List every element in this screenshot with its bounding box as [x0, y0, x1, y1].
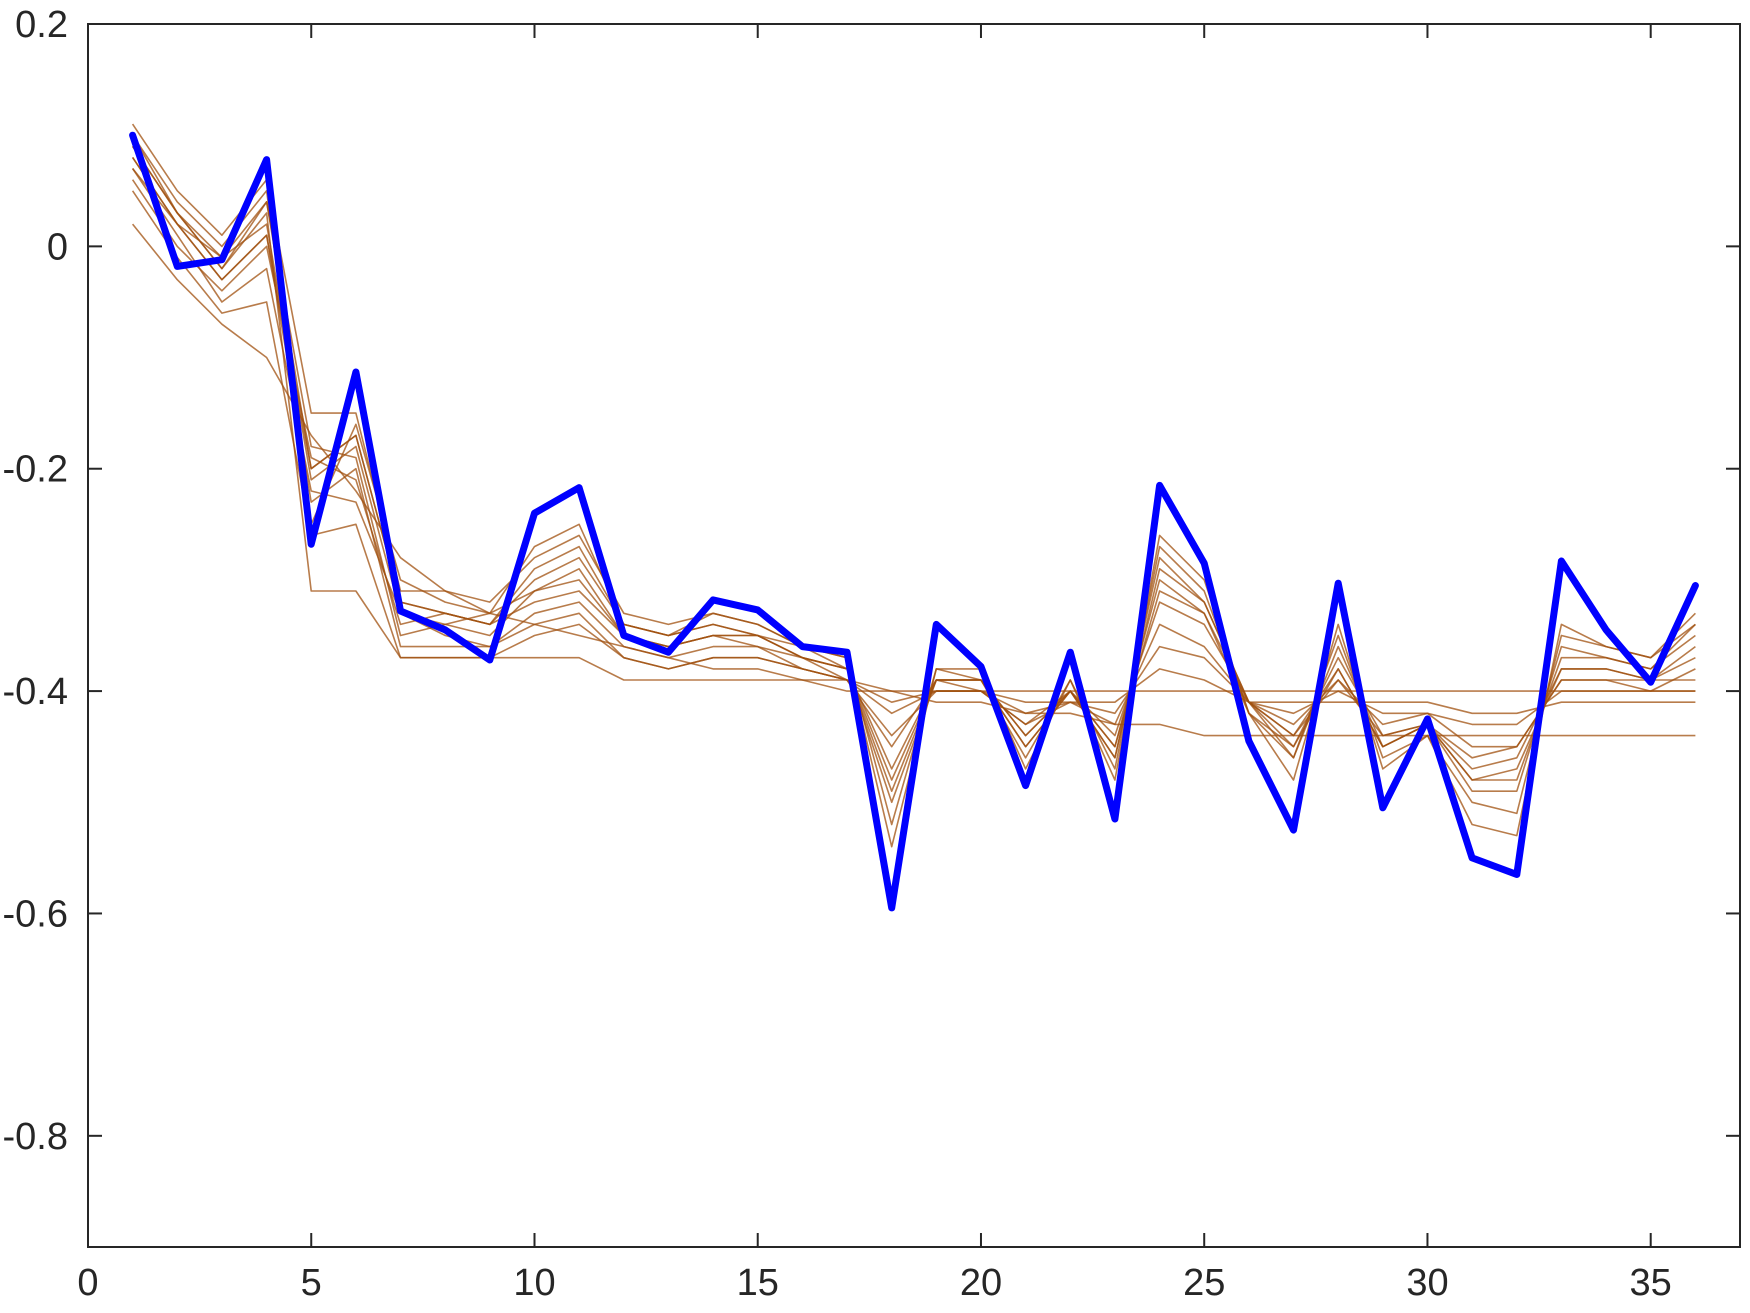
y-tick-label: -0.8	[3, 1116, 68, 1158]
x-tick-label: 10	[513, 1262, 555, 1304]
x-tick-label: 30	[1406, 1262, 1448, 1304]
ensemble-line-3	[131, 168, 1696, 726]
x-tick-label: 20	[960, 1262, 1002, 1304]
x-tick-label: 35	[1630, 1262, 1672, 1304]
x-tick-label: 5	[301, 1262, 322, 1304]
ensemble-lines	[131, 123, 1696, 848]
y-tick-label: 0.2	[15, 4, 68, 46]
y-tick-label: 0	[47, 226, 68, 268]
highlight-series-line	[129, 131, 1699, 912]
y-tick-label: -0.2	[3, 449, 68, 491]
ensemble-line-2	[131, 145, 1696, 759]
ensemble-line-8	[131, 156, 1696, 781]
y-tick-label: -0.4	[3, 671, 68, 713]
x-tick-label: 15	[737, 1262, 779, 1304]
x-tick-label: 25	[1183, 1262, 1225, 1304]
plot-frame	[87, 23, 1741, 1248]
ensemble-line-6	[131, 190, 1696, 715]
highlight-series-layer	[129, 131, 1699, 912]
axes: 0 5 10 15 20 25 30 35 0.2 0 -0.2 -0.4 -0.6 -0.8	[3, 4, 1741, 1304]
x-tick-label: 0	[77, 1262, 98, 1304]
ensemble-line-11	[131, 167, 1696, 748]
y-tick-label: -0.6	[3, 893, 68, 935]
ensemble-line-10	[131, 145, 1696, 692]
